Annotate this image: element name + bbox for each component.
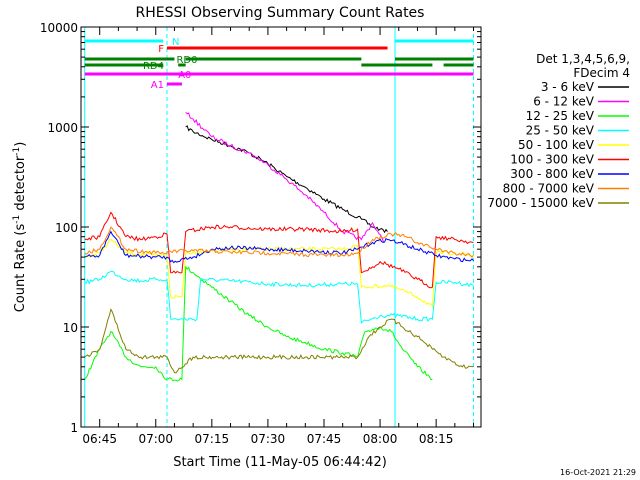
series-line-7 [84, 226, 474, 258]
y-axis-label: Count Rate (s-1 detector-1) [12, 142, 28, 313]
x-axis-label: Start Time (11-May-05 06:44:42) [173, 455, 387, 470]
legend-label-4: 50 - 100 keV [518, 138, 595, 152]
series-line-8 [84, 308, 474, 374]
flag-label-f: F [158, 44, 164, 55]
y-tick-label-4: 10000 [40, 21, 78, 35]
flag-label-a1: A1 [151, 80, 164, 91]
legend-header-line-1: Det 1,3,4,5,6,9, [536, 52, 630, 66]
x-tick-label-1: 07:00 [138, 432, 173, 446]
x-tick-label-3: 07:30 [251, 432, 286, 446]
legend-label-6: 300 - 800 keV [510, 167, 594, 181]
legend-label-8: 7000 - 15000 keV [487, 196, 594, 210]
observing-flags: NF RD0 RD4 A0 A1 [84, 37, 474, 91]
legend-label-3: 25 - 50 keV [526, 124, 595, 138]
flag-label-a0: A0 [178, 70, 191, 81]
x-tick-label-4: 07:45 [307, 432, 342, 446]
legend-label-7: 800 - 7000 keV [503, 182, 595, 196]
x-tick-label-6: 08:15 [419, 432, 454, 446]
y-axis: 1 10 100 1000 10000 [40, 21, 481, 435]
y-tick-label-3: 1000 [47, 121, 78, 135]
series-line-5 [84, 211, 474, 289]
series-line-2 [84, 265, 433, 382]
x-tick-label-0: 06:45 [82, 432, 117, 446]
series-line-3 [84, 270, 474, 325]
legend-label-1: 6 - 12 keV [533, 95, 595, 109]
flag-label-rd4: RD4 [143, 61, 164, 72]
data-series [84, 112, 474, 382]
chart-title: RHESSI Observing Summary Count Rates [136, 5, 425, 21]
legend-label-2: 12 - 25 keV [526, 109, 595, 123]
y-tick-label-1: 10 [63, 321, 78, 335]
x-tick-label-2: 07:15 [195, 432, 230, 446]
series-line-0 [185, 125, 388, 234]
legend-label-0: 3 - 6 keV [541, 80, 595, 94]
flag-label-rd0: RD0 [176, 55, 197, 66]
series-line-6 [84, 230, 474, 264]
generated-timestamp: 16-Oct-2021 21:29 [560, 468, 636, 477]
y-tick-label-0: 1 [70, 421, 78, 435]
legend-header-line-2: FDecim 4 [573, 66, 630, 80]
flag-label-n: N [172, 37, 179, 48]
x-tick-label-5: 08:00 [363, 432, 398, 446]
legend-label-5: 100 - 300 keV [510, 153, 594, 167]
series-line-1 [185, 112, 385, 243]
x-axis: 06:45 07:00 07:15 07:30 07:45 08:00 08:15 [80, 27, 475, 446]
y-tick-label-2: 100 [55, 221, 78, 235]
